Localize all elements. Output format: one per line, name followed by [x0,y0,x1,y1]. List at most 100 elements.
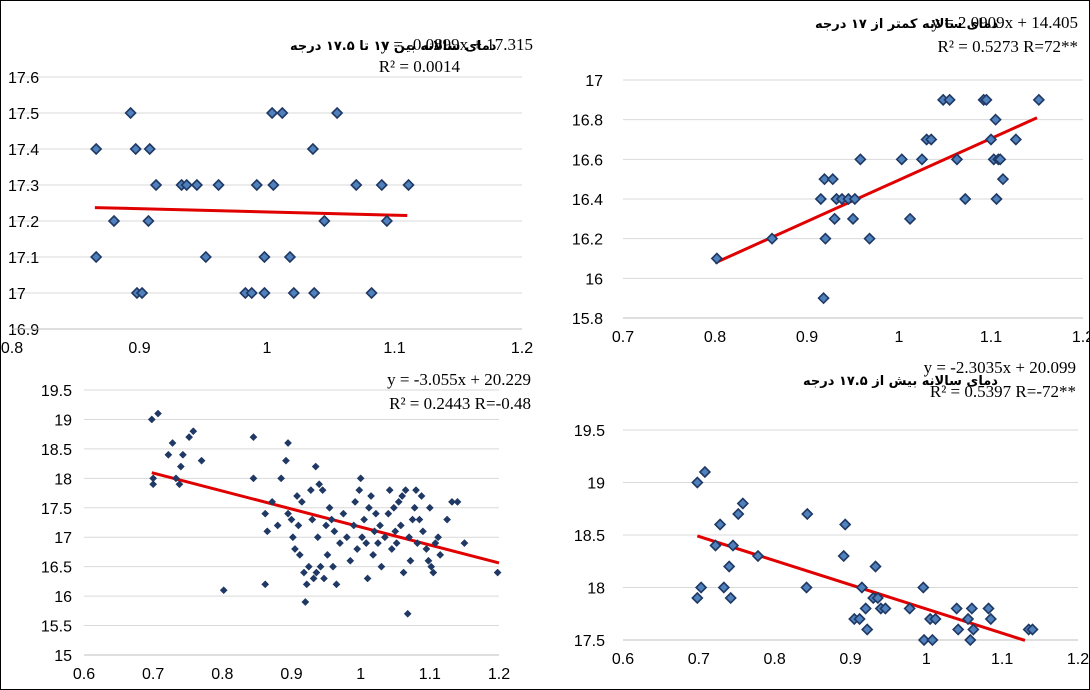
x-tick-label: 1 [895,329,904,346]
data-point [339,509,348,518]
data-point [327,515,336,524]
data-point [168,439,177,447]
data-point [311,462,320,471]
y-tick-label: 18 [587,581,605,598]
data-point [817,292,830,305]
x-tick-label: 0.9 [839,651,861,668]
data-point [350,178,363,192]
data-point [376,521,384,530]
data-point [185,433,194,442]
data-point [826,173,839,186]
data-point [723,560,736,573]
data-point [349,521,358,530]
data-point [369,550,378,559]
data-point [1032,93,1045,106]
data-point [147,415,156,424]
y-tick-label: 17 [54,530,72,547]
x-tick-label: 0.7 [612,329,634,346]
data-point [895,153,908,166]
data-point [355,486,364,495]
data-point [294,521,303,530]
data-point [869,560,882,573]
data-point [219,586,228,595]
data-point [301,598,310,606]
data-point [282,456,290,465]
trend-equation: y = -0.0899x + 17.315 [381,35,533,54]
data-point [332,580,341,589]
x-tick-label: 1.2 [488,666,510,683]
y-tick-label: 19 [54,412,72,429]
data-point [406,556,415,565]
data-point [959,192,972,206]
data-point [365,286,378,300]
data-point [436,550,445,559]
data-point [410,503,419,512]
data-point [308,515,317,524]
data-point [329,562,337,571]
data-point [724,591,737,605]
y-tick-label: 17.2 [8,214,39,231]
data-point [265,106,279,120]
data-point [387,545,396,553]
data-point [154,409,162,418]
y-tick-label: 17.1 [8,250,39,267]
data-point [377,562,386,571]
data-point [293,492,301,500]
y-tick-label: 18.5 [41,442,72,459]
data-point [854,153,867,166]
data-point [306,142,320,156]
data-point [320,574,328,583]
data-point [318,214,331,228]
chart-top-left: 16.9 17 17.1 17.2 17.3 17.4 17.5 17.6 0.8 0.9 1 1.1… [0,0,545,357]
data-point [493,568,502,577]
data-point [950,602,963,615]
data-point [964,633,977,647]
trend-line [94,206,408,218]
data-point [250,178,263,192]
data-point [330,106,344,120]
data-point [267,178,280,192]
data-point [358,533,367,542]
data-point [828,212,841,225]
y-tick-label: 17.5 [574,633,605,650]
data-point [283,250,297,264]
y-tick-label: 16.8 [572,113,603,130]
scatter-plot-bottom-left: 15 15.5 16 16.5 17 17.5 18 18.5 19 19.5 0.6 0.7 0.8 0… [41,370,531,683]
data-point [276,106,289,120]
data-point [277,474,286,483]
data-point [422,545,431,553]
y-tick-label: 16.6 [572,152,603,169]
data-point [258,286,271,300]
y-tick-label: 17.5 [41,501,72,518]
data-point [736,497,749,510]
chart-bottom-right: 17.5 18 18.5 19 19.5 0.6 0.7 0.8 0.9 1 1.1 1.2 دمای … [545,345,1090,690]
y-tick-label: 17.4 [8,142,39,159]
data-point [926,633,939,647]
y-tick-label: 15 [54,648,72,665]
data-point [903,212,917,225]
trend-equation: y = -3.055x + 20.229 [387,370,531,389]
data-point [261,509,270,518]
data-point [713,518,727,531]
data-point [143,142,156,156]
data-point [375,178,388,192]
trend-equation: y = -2.3035x + 20.099 [924,358,1076,377]
data-point [691,591,704,605]
data-point [164,450,173,459]
data-point [302,580,311,589]
data-point [819,232,832,245]
data-point [318,486,327,495]
y-tick-label: 17.6 [8,70,39,87]
data-point [392,539,401,548]
r-squared-label: R² = 0.5273 R=72** [938,37,1078,56]
data-point [297,497,306,506]
data-point [415,515,424,524]
data-point [288,533,297,542]
data-point [732,507,745,521]
data-point [380,214,393,228]
x-tick-label: 1.1 [419,666,441,683]
data-point [335,539,344,548]
x-tick-label: 1 [922,651,931,668]
data-point [694,581,708,594]
data-point [385,486,394,495]
